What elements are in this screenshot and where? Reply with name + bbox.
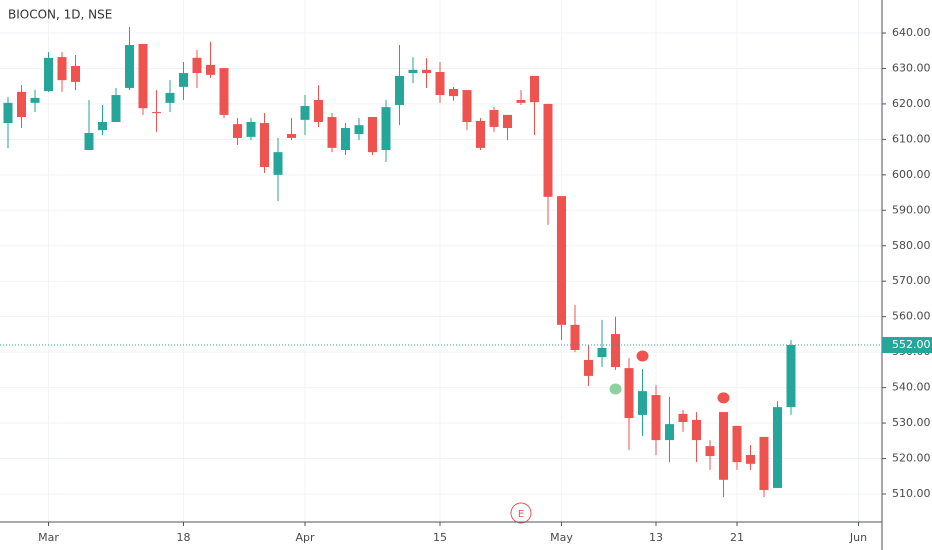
signal-marker xyxy=(609,383,622,395)
candle-body xyxy=(233,124,242,138)
candle-body xyxy=(611,334,620,368)
x-tick-label: 13 xyxy=(649,531,663,544)
candle-body xyxy=(449,89,458,97)
candle-body xyxy=(422,69,431,74)
y-tick-label: 620.00 xyxy=(892,97,931,110)
candle-body xyxy=(98,121,107,131)
candle-body xyxy=(179,73,188,87)
candle-body xyxy=(57,57,67,81)
candle-body xyxy=(314,100,323,122)
price-label: 552.00 xyxy=(892,338,931,351)
y-tick-label: 560.00 xyxy=(892,310,931,323)
candle-body xyxy=(17,91,26,118)
earnings-event-label: E xyxy=(518,509,524,520)
candle-body xyxy=(570,324,580,351)
candle-body xyxy=(435,71,445,96)
signal-marker xyxy=(636,350,649,362)
candle-body xyxy=(746,454,755,464)
candle-body xyxy=(665,424,674,441)
y-tick-label: 520.00 xyxy=(892,452,931,465)
candle-body xyxy=(165,92,175,103)
candle-body xyxy=(584,359,593,376)
candle-body xyxy=(300,106,310,120)
candle-body xyxy=(638,391,647,415)
candle-body xyxy=(111,95,121,122)
x-tick-label: 21 xyxy=(730,531,744,544)
candle-body xyxy=(44,57,53,92)
candle-body xyxy=(476,120,485,148)
candle-body xyxy=(503,114,512,129)
y-tick-label: 540.00 xyxy=(892,381,931,394)
candle-body xyxy=(624,368,634,419)
candle-body xyxy=(759,436,769,491)
y-tick-label: 590.00 xyxy=(892,203,931,216)
candle-body xyxy=(260,123,269,168)
candle-body xyxy=(368,117,377,153)
signal-marker xyxy=(717,392,730,404)
y-tick-label: 510.00 xyxy=(892,487,931,500)
candle-body xyxy=(786,345,796,408)
candle-body xyxy=(732,425,742,463)
y-tick-label: 610.00 xyxy=(892,132,931,145)
earnings-event xyxy=(510,502,532,524)
candle-body xyxy=(138,43,148,109)
candle-body xyxy=(678,413,688,422)
y-tick-label: 640.00 xyxy=(892,26,931,39)
candle-body xyxy=(651,395,661,441)
chart-title: BIOCON, 1D, NSE xyxy=(8,8,112,22)
candle-body xyxy=(516,100,526,103)
candle-body xyxy=(206,64,215,75)
y-tick-label: 600.00 xyxy=(892,168,931,181)
x-tick-label: 15 xyxy=(433,531,447,544)
candle-body xyxy=(273,152,283,175)
candle-body xyxy=(84,132,94,151)
y-tick-label: 580.00 xyxy=(892,239,931,252)
candle-body xyxy=(543,103,553,197)
candle-body xyxy=(125,45,134,88)
candle-body xyxy=(354,125,364,135)
y-tick-label: 530.00 xyxy=(892,416,931,429)
candle-body xyxy=(381,107,391,151)
candle-body xyxy=(192,57,202,74)
candle-body xyxy=(530,75,539,103)
candle-body xyxy=(71,65,80,82)
candle-body xyxy=(3,102,13,124)
candle-body xyxy=(692,419,701,441)
candle-body xyxy=(395,75,404,105)
y-tick-label: 570.00 xyxy=(892,274,931,287)
candle-body xyxy=(341,128,350,151)
candle-body xyxy=(408,69,418,74)
candle-body xyxy=(597,347,607,358)
y-tick-label: 630.00 xyxy=(892,61,931,74)
candle-body xyxy=(30,97,40,103)
candle-body xyxy=(489,109,499,127)
candle-body xyxy=(246,121,256,137)
plot: E xyxy=(3,26,796,524)
candle-body xyxy=(287,134,296,138)
candle-body xyxy=(773,407,782,488)
x-tick-label: Jun xyxy=(849,531,867,544)
x-tick-label: Mar xyxy=(38,531,59,544)
x-tick-label: May xyxy=(550,531,573,544)
x-tick-label: Apr xyxy=(295,531,315,544)
x-tick-label: 18 xyxy=(177,531,191,544)
price-label-box xyxy=(882,337,932,354)
candle-body xyxy=(557,196,566,325)
candle-body xyxy=(219,68,229,115)
candle-body xyxy=(152,112,161,114)
candle-body xyxy=(719,412,728,480)
candle-body xyxy=(462,90,472,122)
candle-body xyxy=(327,117,337,148)
candle-body xyxy=(705,446,715,457)
